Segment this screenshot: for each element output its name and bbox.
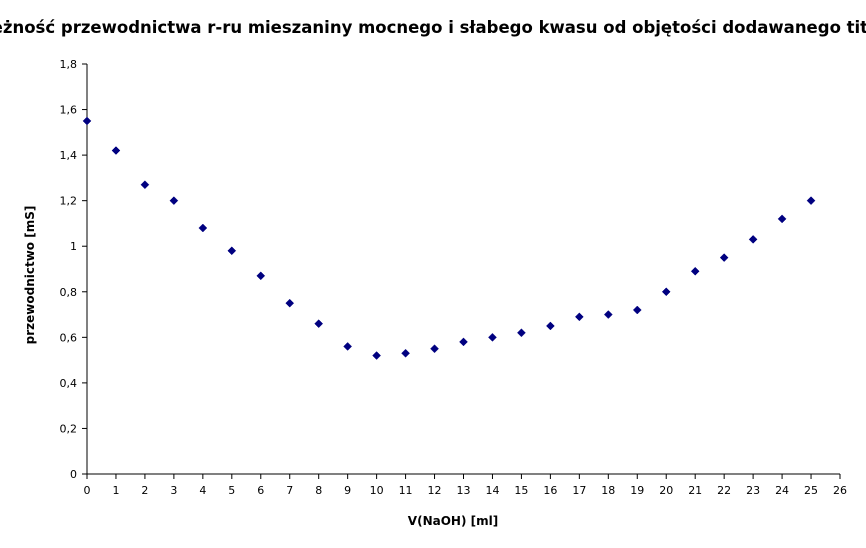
data-point [111, 146, 121, 155]
x-tick-label: 4 [199, 484, 206, 497]
data-point [140, 180, 150, 190]
x-tick-label: 20 [659, 484, 673, 497]
data-point [314, 319, 324, 329]
x-tick-label: 11 [399, 484, 413, 497]
data-point [227, 246, 237, 256]
y-tick-label: 0,4 [60, 377, 78, 390]
x-tick-label: 13 [457, 484, 471, 497]
data-point [632, 305, 642, 315]
data-point [603, 310, 613, 319]
data-point [285, 298, 295, 308]
x-tick-label: 17 [572, 484, 586, 497]
x-tick-label: 1 [112, 484, 119, 497]
data-point [777, 214, 787, 224]
data-point [574, 312, 584, 322]
data-point [372, 351, 381, 360]
y-tick-label: 1,2 [60, 195, 78, 208]
data-point [748, 235, 758, 244]
x-tick-label: 3 [170, 484, 177, 497]
data-point [517, 328, 526, 338]
data-point [343, 342, 353, 351]
y-tick-label: 1,8 [60, 58, 78, 71]
x-axis-ticks: 0 1 2 3 4 5 6 7 8 9 10 11 12 13 14 15 16 17 18 19 20 21 22 23 24… [84, 474, 847, 497]
x-tick-label: 25 [804, 484, 818, 497]
x-tick-label: 21 [688, 484, 702, 497]
x-tick-label: 7 [286, 484, 293, 497]
x-tick-label: 16 [543, 484, 557, 497]
x-tick-label: 23 [746, 484, 760, 497]
x-tick-label: 8 [315, 484, 322, 497]
y-axis-label: przewodnictwo [mS] [23, 206, 37, 345]
x-tick-label: 9 [344, 484, 351, 497]
x-tick-label: 0 [84, 484, 91, 497]
data-point [401, 348, 410, 358]
data-point [661, 287, 671, 297]
y-axis-ticks: 0 0,2 0,4 0,6 0,8 1 1,2 1,4 1,6 1,8 [60, 58, 87, 481]
y-tick-label: 1,4 [60, 149, 78, 162]
x-tick-label: 19 [630, 484, 644, 497]
x-tick-label: 24 [775, 484, 789, 497]
data-point [198, 223, 208, 233]
data-points [82, 116, 816, 360]
data-point [82, 116, 92, 126]
y-tick-label: 1 [70, 240, 77, 253]
x-tick-label: 10 [370, 484, 384, 497]
data-point [719, 253, 729, 262]
chart-title: leżność przewodnictwa r-ru mieszaniny mo… [0, 18, 866, 37]
data-point [256, 271, 266, 281]
y-tick-label: 0,2 [60, 422, 78, 435]
y-tick-label: 0,8 [60, 286, 78, 299]
x-tick-label: 5 [228, 484, 235, 497]
x-tick-label: 2 [141, 484, 148, 497]
x-tick-label: 12 [428, 484, 442, 497]
y-tick-label: 1,6 [60, 104, 78, 117]
x-tick-label: 22 [717, 484, 731, 497]
y-tick-label: 0 [70, 468, 77, 481]
data-point [546, 321, 555, 331]
y-tick-label: 0,6 [60, 331, 78, 344]
x-tick-label: 15 [514, 484, 528, 497]
data-point [459, 337, 468, 347]
x-axis-label: V(NaOH) [ml] [408, 514, 498, 528]
x-tick-label: 6 [257, 484, 264, 497]
data-point [488, 332, 497, 342]
data-point [690, 266, 700, 276]
axes [86, 64, 840, 475]
x-tick-label: 26 [833, 484, 847, 497]
data-point [169, 196, 179, 206]
x-tick-label: 18 [601, 484, 615, 497]
data-point [430, 344, 439, 354]
x-tick-label: 14 [485, 484, 499, 497]
data-point [806, 196, 816, 206]
